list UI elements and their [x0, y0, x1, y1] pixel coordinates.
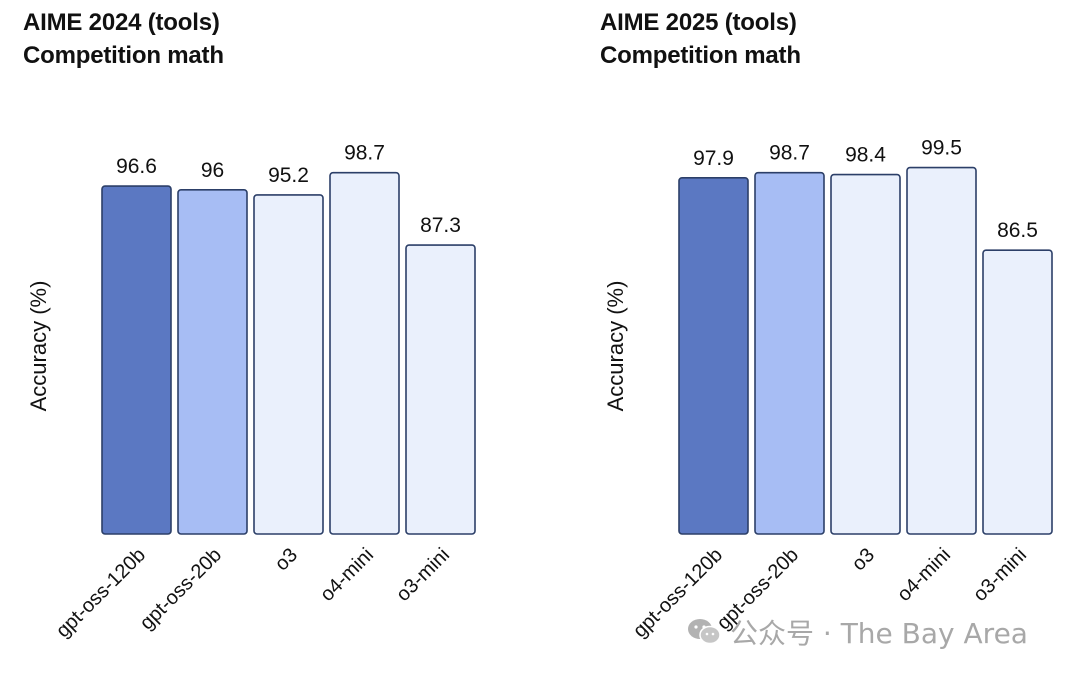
bar-gpt-oss-20b: [754, 171, 825, 535]
x-tick-label-o3-mini: o3-mini: [392, 544, 454, 606]
y-axis-label: Accuracy (%): [26, 281, 51, 412]
chart-title: AIME 2024 (tools) Competition math: [23, 6, 224, 72]
data-label-gpt-oss-120b: 97.9: [693, 147, 734, 170]
bar-o3-mini: [405, 244, 476, 535]
x-tick-label-o3: o3: [848, 544, 879, 575]
bar-o3: [253, 194, 324, 535]
data-label-o4-mini: 98.7: [344, 142, 385, 165]
data-label-gpt-oss-20b: 96: [201, 159, 224, 182]
bar-o3: [830, 173, 901, 535]
x-tick-label-o3: o3: [271, 544, 302, 575]
data-label-o3-mini: 86.5: [997, 219, 1038, 242]
data-label-o3-mini: 87.3: [420, 214, 461, 237]
chart-title-line-1: AIME 2025 (tools): [600, 9, 797, 36]
watermark: 公众号 · The Bay Area: [686, 612, 1028, 652]
bar-gpt-oss-120b: [101, 185, 172, 535]
x-tick-label-o4-mini: o4-mini: [316, 544, 378, 606]
data-label-o3: 98.4: [845, 144, 886, 167]
chart-title-line-1: AIME 2024 (tools): [23, 9, 220, 36]
bar-chart-aime-2024: Accuracy (%) 96.6 gpt-oss-120b 96 gpt-oss-20…: [26, 142, 476, 642]
chart-title-line-2: Competition math: [600, 42, 801, 69]
y-axis-label: Accuracy (%): [603, 281, 628, 412]
data-label-gpt-oss-20b: 98.7: [769, 142, 810, 165]
x-tick-label-o3-mini: o3-mini: [969, 544, 1031, 606]
data-label-gpt-oss-120b: 96.6: [116, 155, 157, 178]
watermark-text: 公众号 · The Bay Area: [730, 617, 1028, 650]
x-tick-label-gpt-oss-20b: gpt-oss-20b: [136, 544, 226, 634]
bar-o4-mini: [329, 171, 400, 535]
bar-gpt-oss-20b: [177, 189, 248, 535]
data-label-o4-mini: 99.5: [921, 137, 962, 160]
chart-title-line-2: Competition math: [23, 42, 224, 69]
chart-panel-aime-2025: AIME 2025 (tools) Competition math Accur…: [577, 0, 1080, 674]
x-tick-label-o4-mini: o4-mini: [893, 544, 955, 606]
bar-chart-aime-2025: Accuracy (%)97.9gpt-oss-120b98.7gpt-oss-…: [603, 137, 1053, 642]
data-label-o3: 95.2: [268, 164, 309, 187]
bar-o3-mini: [982, 249, 1053, 535]
bar-gpt-oss-120b: [678, 176, 749, 535]
chart-title: AIME 2025 (tools) Competition math: [600, 6, 801, 72]
bar-o4-mini: [906, 166, 977, 535]
x-tick-label-gpt-oss-120b: gpt-oss-120b: [52, 544, 150, 642]
wechat-icon: [688, 619, 721, 645]
chart-panel-aime-2024: AIME 2024 (tools) Competition math Accur…: [23, 6, 476, 642]
